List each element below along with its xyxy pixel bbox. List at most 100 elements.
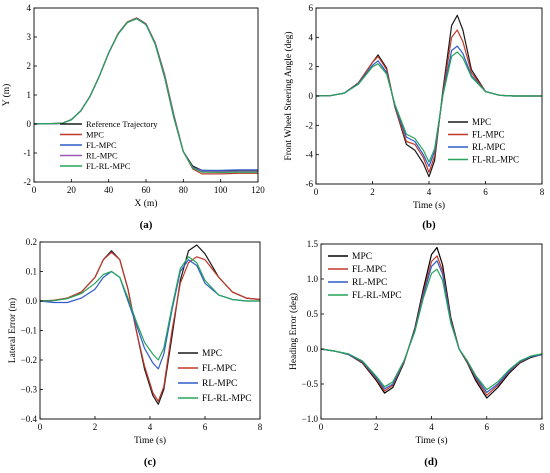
legend-label-fl-rl-mpc: FL-RL-MPC	[352, 291, 402, 301]
y-tick-label: 4	[27, 3, 32, 13]
legend: MPC FL-MPC RL-MPC FL-RL-MPC	[178, 349, 252, 404]
panel-caption: (c)	[144, 456, 157, 468]
legend: MPC FL-MPC RL-MPC FL-RL-MPC	[448, 117, 519, 165]
legend-label-fl-mpc: FL-MPC	[202, 364, 236, 374]
y-tick-label: −0.2	[21, 355, 37, 365]
panel-caption: (a)	[140, 219, 153, 231]
y-axis-label: Heading Error (deg)	[288, 293, 299, 370]
x-tick-label: 0	[32, 185, 37, 195]
x-tick-label: 6	[483, 187, 488, 197]
y-axis-label: Y (m)	[1, 84, 12, 107]
x-tick-label: 4	[427, 187, 432, 197]
series-line-mpc	[33, 17, 258, 175]
y-tick-label: −0.4	[21, 414, 38, 424]
x-axis-label: X (m)	[135, 198, 158, 209]
series-line-fl-mpc	[315, 29, 542, 173]
x-tick-label: 20	[67, 185, 77, 195]
series-line-rl-mpc	[39, 259, 260, 370]
legend-label-mpc: MPC	[202, 349, 222, 359]
plot-area	[39, 244, 261, 405]
y-tick-label: 4	[309, 32, 314, 42]
y-tick-label: 0	[309, 91, 314, 101]
x-tick-label: 60	[142, 185, 152, 195]
series-line-mpc	[320, 246, 543, 399]
legend-label-mpc: MPC	[472, 117, 491, 127]
y-tick-label: −0.1	[21, 326, 37, 336]
y-tick-label: -2	[24, 177, 32, 187]
plot-area	[320, 246, 543, 399]
panel-caption: (b)	[422, 219, 436, 231]
series-line-fl-rl-mpc	[33, 18, 258, 173]
y-tick-label: 0	[27, 119, 32, 129]
x-tick-label: 2	[370, 187, 375, 197]
x-tick-label: 40	[104, 185, 114, 195]
y-tick-label: −0.5	[302, 379, 319, 389]
y-axis-label: Lateral Error (m)	[7, 298, 18, 363]
series-line-rl-mpc	[320, 260, 543, 393]
legend-label-fl-rl-mpc: FL-RL-MPC	[86, 161, 131, 171]
x-tick-label: 6	[203, 422, 208, 432]
axes-frame	[39, 241, 261, 420]
x-tick-label: 2	[374, 422, 379, 432]
x-axis-label: Time (s)	[413, 200, 445, 211]
plot-area	[33, 17, 258, 175]
y-tick-label: 3	[27, 32, 32, 42]
y-tick-label: 1.0	[307, 274, 319, 284]
series-line-fl-mpc	[39, 251, 261, 402]
legend-label-fl-rl-mpc: FL-RL-MPC	[472, 155, 519, 165]
y-tick-label: 0.0	[26, 296, 38, 306]
series-line-fl-rl-mpc	[320, 268, 543, 391]
y-tick-label: -2	[306, 120, 314, 130]
series-line-rl-mpc	[315, 45, 542, 167]
panel-a: 0 20 40 60 80 100 120 -2 -1 0 1 2 3 4 X (m) Y (m) Refere…	[1, 3, 265, 231]
plot-area	[315, 14, 542, 178]
series-line-fl-mpc	[320, 255, 543, 396]
x-axis-label: Time (s)	[415, 435, 447, 446]
x-tick-label: 8	[540, 187, 545, 197]
y-axis-label: Front Wheel Steering Angle (deg)	[283, 31, 294, 160]
y-tick-label: −1.0	[302, 414, 319, 424]
y-tick-label: 2	[27, 61, 32, 71]
series-line-fl-rl-mpc	[315, 51, 542, 163]
y-tick-label: 6	[309, 3, 314, 13]
legend-label-fl-mpc: FL-MPC	[352, 265, 386, 275]
x-tick-label: 120	[251, 185, 265, 195]
y-tick-label: 1	[27, 90, 32, 100]
legend-label-fl-rl-mpc: FL-RL-MPC	[202, 394, 252, 404]
x-tick-label: 8	[540, 422, 545, 432]
y-tick-label: −0.3	[21, 385, 38, 395]
x-tick-label: 2	[93, 422, 98, 432]
x-tick-label: 100	[214, 185, 228, 195]
x-tick-label: 8	[258, 422, 263, 432]
x-tick-label: 0	[319, 422, 324, 432]
y-tick-label: 1.5	[307, 239, 319, 249]
y-tick-label: 0.0	[307, 344, 319, 354]
legend-label-rl-mpc: RL-MPC	[202, 379, 237, 389]
legend-label-rl-mpc: RL-MPC	[352, 278, 387, 288]
panel-d: 0 2 4 6 8 −1.0 −0.5 0.0 0.5 1.0 1.5 Time (s) Heading…	[288, 239, 545, 468]
x-tick-label: 0	[38, 422, 43, 432]
legend-label-mpc: MPC	[86, 130, 104, 140]
y-tick-label: 2	[309, 62, 314, 72]
x-axis-label: Time (s)	[134, 435, 166, 446]
y-tick-label: 0.1	[26, 267, 37, 277]
panel-c: 0 2 4 6 8 −0.4 −0.3 −0.2 −0.1 0.0 0.1 0.2 Time (s) La…	[7, 237, 263, 468]
x-tick-label: 4	[148, 422, 153, 432]
y-tick-label: 0.2	[26, 237, 37, 247]
x-tick-label: 6	[485, 422, 490, 432]
y-tick-label: -6	[306, 179, 314, 189]
y-tick-label: 0.5	[307, 309, 319, 319]
series-line-fl-mpc	[33, 17, 258, 171]
legend-label-reference-trajectory: Reference Trajectory	[86, 119, 158, 129]
series-line-fl-rl-mpc	[39, 256, 260, 361]
y-tick-label: -1	[24, 148, 32, 158]
y-tick-label: -4	[306, 150, 314, 160]
legend-label-rl-mpc: RL-MPC	[472, 142, 506, 152]
x-tick-label: 0	[314, 187, 319, 197]
legend-label-rl-mpc: RL-MPC	[86, 151, 118, 161]
series-line-rl-mpc	[33, 18, 258, 173]
x-tick-label: 4	[429, 422, 434, 432]
panel-b: 0 2 4 6 8 -6 -4 -2 0 2 4 6 Time (s) Front Wheel Steer…	[283, 3, 545, 231]
x-tick-label: 80	[179, 185, 189, 195]
